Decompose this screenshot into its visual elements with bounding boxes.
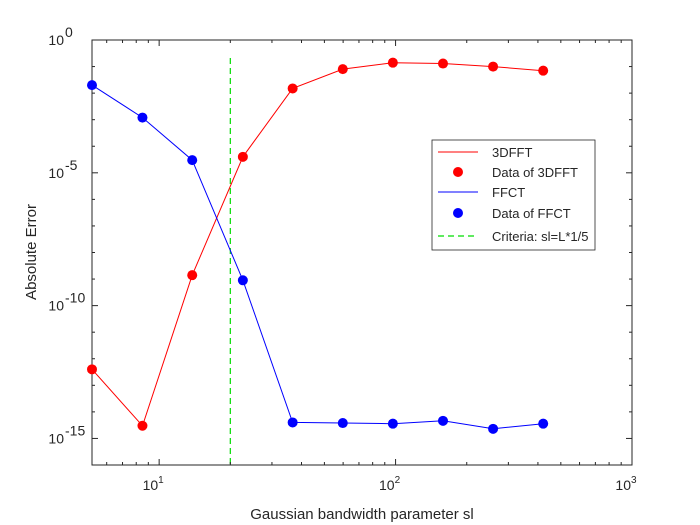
- data-point-3dfft: [87, 364, 97, 375]
- y-tick-label: 10: [48, 298, 64, 314]
- x-tick-label: 103: [615, 475, 637, 493]
- data-point-3dfft: [337, 64, 348, 75]
- data-point-ffct: [87, 80, 97, 91]
- series-line-3dfft: [91, 62, 544, 427]
- x-axis-label: Gaussian bandwidth parameter sl: [250, 506, 473, 523]
- legend-box: [431, 139, 596, 251]
- data-point-3dfft: [137, 420, 148, 431]
- data-point-ffct: [287, 417, 298, 428]
- plot-area: [91, 39, 633, 466]
- data-point-3dfft: [488, 61, 499, 72]
- data-point-3dfft: [387, 57, 398, 68]
- legend-label-3dfft-data: Data of 3DFFT: [492, 165, 578, 180]
- data-point-3dfft: [187, 270, 198, 281]
- legend-swatch-ffct-marker: [453, 208, 463, 218]
- data-point-ffct: [437, 415, 448, 426]
- legend-swatch-3dfft-marker: [453, 167, 463, 177]
- legend-label-3dfft: 3DFFT: [492, 145, 533, 160]
- data-point-3dfft: [237, 151, 248, 162]
- x-tick-label: 102: [379, 475, 401, 493]
- legend-label-criteria: Criteria: sl=L*1/5: [492, 229, 588, 244]
- y-tick-label-exponent: -5: [65, 157, 78, 173]
- data-point-ffct: [137, 112, 148, 123]
- y-tick-label: 10: [48, 165, 64, 181]
- data-point-3dfft: [437, 58, 448, 69]
- data-point-3dfft: [287, 83, 298, 94]
- legend-label-ffct: FFCT: [492, 185, 525, 200]
- data-point-ffct: [387, 418, 398, 429]
- legend: 3DFFT Data of 3DFFT FFCT Data of FFCT Cr…: [431, 139, 596, 251]
- data-point-3dfft: [538, 65, 549, 76]
- legend-label-ffct-data: Data of FFCT: [492, 206, 571, 221]
- data-point-ffct: [187, 155, 198, 166]
- data-point-ffct: [237, 275, 248, 286]
- y-tick-label-exponent: 0: [65, 24, 73, 40]
- y-axis-label: Absolute Error: [23, 204, 40, 300]
- y-tick-label-exponent: -15: [65, 422, 85, 438]
- data-point-ffct: [538, 418, 549, 429]
- chart-marks: [87, 57, 549, 465]
- data-point-ffct: [488, 423, 499, 434]
- x-tick-label: 101: [143, 475, 165, 493]
- series-line-ffct: [91, 84, 544, 430]
- data-point-ffct: [337, 418, 348, 429]
- y-tick-label: 10: [48, 430, 64, 446]
- y-tick-label-exponent: -10: [65, 290, 85, 306]
- y-tick-label: 10: [48, 32, 64, 48]
